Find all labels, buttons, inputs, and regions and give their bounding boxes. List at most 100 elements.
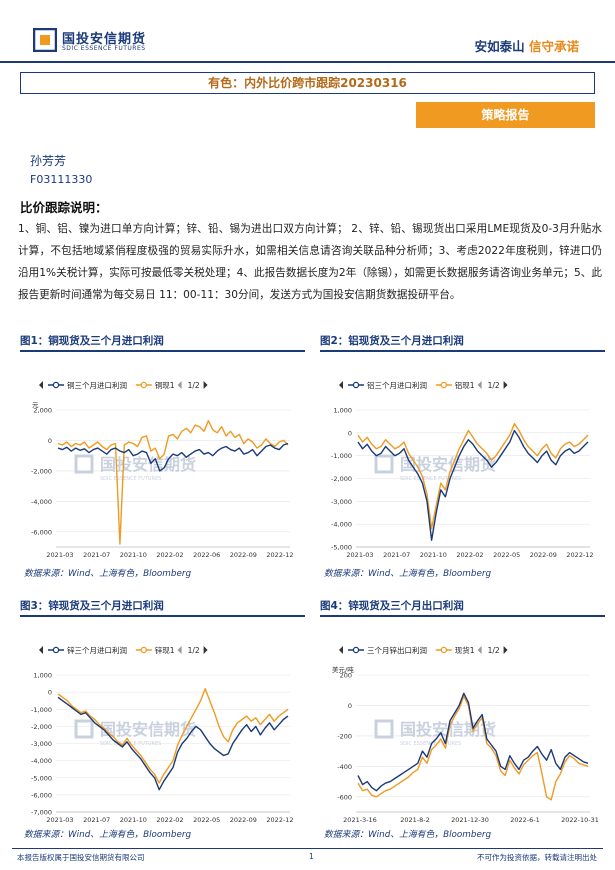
series-line bbox=[357, 695, 589, 801]
legend-marker bbox=[440, 646, 448, 654]
y-tick-label: -200 bbox=[337, 732, 352, 740]
series-line bbox=[357, 429, 589, 541]
y-tick-label: 2,000 bbox=[33, 407, 52, 415]
legend-label: 三个月锌出口利润 bbox=[367, 645, 427, 655]
x-tick-label: 2021-10 bbox=[120, 816, 147, 824]
watermark-text: 国投安信期货 bbox=[400, 455, 496, 474]
x-tick-label: 2021-8-2 bbox=[400, 816, 430, 824]
legend-page-prev-icon bbox=[477, 646, 482, 654]
series-line bbox=[357, 422, 589, 530]
figure-title-underline bbox=[320, 350, 605, 352]
x-tick-label: 2022-12 bbox=[266, 551, 293, 559]
description-text: 1、铜、铝、镍为进口单方向计算；锌、铅、锡为进出口双方向计算； 2、锌、铅、锡现… bbox=[18, 223, 602, 301]
y-tick-label: -5,000 bbox=[331, 544, 352, 552]
series-line bbox=[57, 687, 289, 784]
x-tick-label: 2022-02 bbox=[456, 551, 483, 559]
legend-page-indicator: 1/2 bbox=[488, 646, 500, 655]
y-tick-label: -3,000 bbox=[331, 498, 352, 506]
legend-label: 铝现1 bbox=[455, 380, 475, 390]
figure-1-source: 数据来源：Wind、上海有色，Bloomberg bbox=[24, 569, 192, 579]
x-tick-label: 2022-09 bbox=[230, 551, 257, 559]
x-tick-label: 2022-05 bbox=[193, 816, 220, 824]
slogan-part1: 安如泰山 bbox=[474, 39, 525, 54]
watermark-text-en: SDIC ESSENCE FUTURES bbox=[400, 741, 461, 747]
y-tick-label: -5,000 bbox=[31, 774, 52, 782]
legend-prev-arrow-icon bbox=[39, 381, 43, 389]
section-title: 比价跟踪说明： bbox=[20, 200, 108, 215]
legend-page-indicator: 1/2 bbox=[188, 381, 200, 390]
x-tick-label: 2022-06 bbox=[193, 551, 220, 559]
legend-label: 锌现1 bbox=[155, 645, 175, 655]
footer-divider bbox=[12, 848, 603, 849]
y-tick-label: -6,000 bbox=[31, 791, 52, 799]
x-tick-label: 2021-03 bbox=[46, 816, 73, 824]
legend-page-prev-icon bbox=[477, 381, 482, 389]
y-tick-label: -600 bbox=[337, 793, 352, 801]
chart-1: 铜三个月进口利润 铜现1 1/2 元2,000 0 -2,000 -4,000 -6,000 2… bbox=[31, 380, 294, 559]
x-tick-label: 2021-03 bbox=[46, 551, 73, 559]
chart-legend: 铝三个月进口利润 铝现1 1/2 bbox=[339, 380, 508, 390]
chart-legend: 三个月锌出口利润 现货1 1/2 bbox=[339, 645, 508, 655]
figure-4: 图4：锌现货及三个月出口利润 三个月锌出口利润 现货1 1/2 美元/吨 200 0 -20… bbox=[320, 598, 605, 832]
legend-marker bbox=[52, 646, 60, 654]
figure-3: 图3：锌现货及三个月进口利润 锌三个月进口利润 锌现1 1/2 1,000 0 -1,00… bbox=[20, 598, 305, 832]
legend-prev-arrow-icon bbox=[339, 381, 343, 389]
y-tick-label: -3,000 bbox=[31, 740, 52, 748]
legend-marker bbox=[140, 381, 148, 389]
x-tick-label: 2021-03 bbox=[346, 551, 373, 559]
legend-page-next-icon bbox=[503, 381, 508, 389]
chart-3: 锌三个月进口利润 锌现1 1/2 1,000 0 -1,000 -2,000 -3,000 -4… bbox=[31, 645, 294, 824]
y-tick-label: -2,000 bbox=[31, 723, 52, 731]
legend-label: 锌三个月进口利润 bbox=[67, 645, 127, 655]
x-tick-label: 2021-07 bbox=[383, 551, 410, 559]
slogan-part2: 信守承诺 bbox=[528, 39, 579, 54]
figure-title-underline bbox=[20, 615, 305, 617]
figure-title-underline bbox=[320, 615, 605, 617]
y-tick-label: -4,000 bbox=[31, 498, 52, 506]
x-tick-label: 2022-05 bbox=[493, 551, 520, 559]
company-name: 国投安信期货 bbox=[62, 32, 147, 47]
legend-label: 铜现1 bbox=[155, 380, 175, 390]
figure-title: 图4：锌现货及三个月出口利润 bbox=[320, 600, 464, 612]
figure-4-source: 数据来源：Wind、上海有色，Bloomberg bbox=[324, 830, 492, 840]
legend-page-indicator: 1/2 bbox=[488, 381, 500, 390]
y-tick-label: 1,000 bbox=[33, 672, 52, 680]
x-tick-label: 2021-10 bbox=[120, 551, 147, 559]
x-tick-label: 2021-3-16 bbox=[343, 816, 377, 824]
figure-3-source: 数据来源：Wind、上海有色，Bloomberg bbox=[24, 830, 192, 840]
author-name: 孙芳芳 bbox=[30, 154, 67, 168]
legend-label: 现货1 bbox=[455, 645, 475, 655]
figure-2: 图2：铝现货及三个月进口利润 铝三个月进口利润 铝现1 1/2 1,000 0 -1,00… bbox=[320, 333, 605, 567]
y-tick-label: 0 bbox=[48, 689, 52, 697]
legend-page-next-icon bbox=[503, 646, 508, 654]
figure-2-source: 数据来源：Wind、上海有色，Bloomberg bbox=[324, 569, 492, 579]
y-tick-label: -1,000 bbox=[31, 706, 52, 714]
watermark-logo-icon bbox=[374, 719, 394, 739]
x-tick-label: 2022-02 bbox=[156, 551, 183, 559]
legend-label: 铝三个月进口利润 bbox=[367, 380, 427, 390]
y-tick-label: -6,000 bbox=[31, 528, 52, 536]
x-tick-label: 2022-09 bbox=[230, 816, 257, 824]
legend-page-prev-icon bbox=[177, 381, 182, 389]
watermark-logo-icon bbox=[74, 719, 94, 739]
watermark: 国投安信期货 SDIC ESSENCE FUTURES bbox=[374, 454, 496, 482]
watermark-text: 国投安信期货 bbox=[100, 720, 196, 739]
y-tick-label: 0 bbox=[348, 429, 352, 437]
watermark-text-en: SDIC ESSENCE FUTURES bbox=[400, 476, 461, 482]
legend-label: 铜三个月进口利润 bbox=[67, 380, 127, 390]
legend-marker bbox=[52, 381, 60, 389]
x-tick-label: 2022-12 bbox=[566, 551, 593, 559]
legend-marker bbox=[352, 646, 360, 654]
footer-disclaimer: 不可作为投资依据，转载请注明出处 bbox=[477, 853, 597, 862]
figure-title: 图2：铝现货及三个月进口利润 bbox=[320, 335, 464, 347]
series-line bbox=[357, 692, 589, 792]
series-line bbox=[57, 696, 289, 791]
chart-legend: 铜三个月进口利润 铜现1 1/2 bbox=[39, 380, 208, 390]
figure-title: 图3：锌现货及三个月进口利润 bbox=[20, 600, 164, 612]
legend-prev-arrow-icon bbox=[39, 646, 43, 654]
x-tick-label: 2021-12-30 bbox=[451, 816, 489, 824]
slogan: 安如泰山 信守承诺 bbox=[475, 36, 579, 55]
legend-marker bbox=[352, 381, 360, 389]
